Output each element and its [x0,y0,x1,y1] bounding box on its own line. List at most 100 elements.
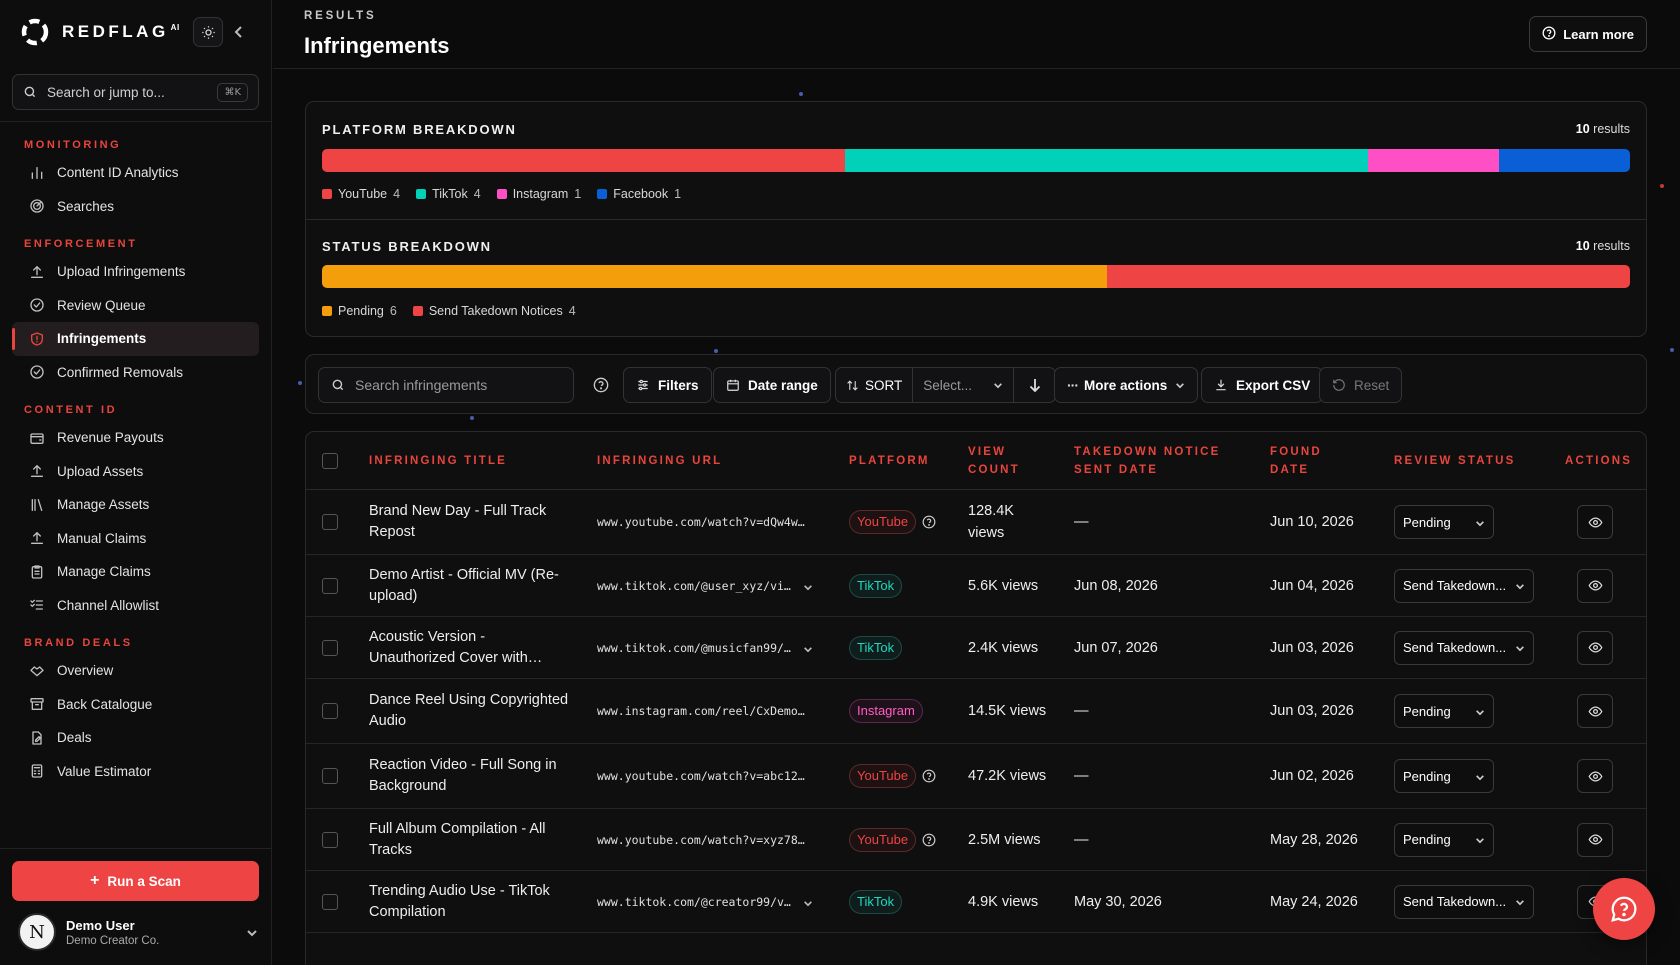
row-checkbox[interactable] [322,514,338,530]
sidebar-item-revenue-payouts[interactable]: Revenue Payouts [12,421,259,455]
sidebar-item-back-catalogue[interactable]: Back Catalogue [12,688,259,722]
table-row[interactable]: Acoustic Version - Unauthorized Cover wi… [306,617,1646,679]
review-status-select[interactable]: Send Takedown... [1394,884,1534,919]
chevron-left-icon [234,26,242,38]
support-chat-button[interactable] [1593,878,1655,940]
infringing-url[interactable]: www.youtube.com/watch?v=xyz78… [597,832,805,847]
column-header-title[interactable]: INFRINGING TITLE [369,455,508,467]
table-row[interactable]: Full Album Compilation - All Tracks www.y… [306,809,1646,871]
sidebar-nav: MONITORING Content ID Analytics Searches EN… [12,130,259,788]
view-details-button[interactable] [1577,505,1613,539]
sidebar-item-value-estimator[interactable]: Value Estimator [12,755,259,789]
date-range-button[interactable]: Date range [713,367,831,403]
search-infringements-field[interactable] [318,367,574,403]
column-header-found-date[interactable]: FOUND DATE [1270,446,1322,476]
sidebar-item-manual-claims[interactable]: Manual Claims [12,522,259,556]
sort-direction-button[interactable] [1014,368,1055,402]
sort-select[interactable]: Select... [913,368,1015,402]
row-checkbox[interactable] [322,893,338,910]
brand[interactable]: REDFLAG AI [20,16,180,48]
sidebar-item-overview[interactable]: Overview [12,654,259,688]
sidebar-item-content-id-analytics[interactable]: Content ID Analytics [12,156,259,190]
more-actions-button[interactable]: ··· More actions [1054,367,1199,403]
sidebar-item-confirmed-removals[interactable]: Confirmed Removals [12,356,259,390]
help-circle-icon[interactable] [922,833,936,847]
row-checkbox[interactable] [322,639,338,656]
learn-more-button[interactable]: Learn more [1529,16,1647,52]
found-date: Jun 02, 2026 [1270,768,1354,784]
infringing-url[interactable]: www.youtube.com/watch?v=abc12… [597,769,805,783]
status-cell: Pending [1394,490,1494,554]
infringing-url[interactable]: www.youtube.com/watch?v=dQw4w… [597,515,805,529]
column-header-review-status[interactable]: REVIEW STATUS [1394,455,1516,467]
sidebar-item-deals[interactable]: Deals [12,721,259,755]
found-cell: May 28, 2026 [1270,809,1358,870]
reset-button[interactable]: Reset [1319,367,1403,403]
column-header-takedown-date[interactable]: TAKEDOWN NOTICE SENT DATE [1074,446,1221,476]
row-checkbox[interactable] [322,577,338,594]
review-status-select[interactable]: Pending [1394,505,1494,539]
select-all-checkbox[interactable] [322,452,338,469]
view-details-button[interactable] [1577,694,1613,728]
column-header-url[interactable]: INFRINGING URL [597,455,723,467]
infringing-url[interactable]: www.instagram.com/reel/CxDemo… [597,704,805,718]
review-status-select[interactable]: Pending [1394,822,1494,857]
sidebar-item-label: Manage Assets [57,497,150,513]
chevron-down-icon[interactable] [803,578,813,594]
sidebar-item-review-queue[interactable]: Review Queue [12,289,259,323]
sidebar-item-upload-assets[interactable]: Upload Assets [12,455,259,489]
platform-segment-facebook [1499,149,1630,172]
infringing-url[interactable]: www.tiktok.com/@creator99/v… [597,894,791,909]
search-help-button[interactable] [588,372,614,398]
column-header-view-count[interactable]: VIEW COUNT [968,446,1020,476]
platform-cell: Instagram [849,679,923,743]
chevron-down-icon[interactable] [803,894,813,910]
theme-toggle-button[interactable] [193,17,223,47]
help-circle-icon[interactable] [922,515,936,529]
table-row[interactable]: Dance Reel Using Copyrighted Audio www.in… [306,679,1646,744]
review-status-select[interactable]: Send Takedown... [1394,568,1534,603]
column-header-platform[interactable]: PLATFORM [849,455,930,467]
sidebar-item-manage-claims[interactable]: Manage Claims [12,555,259,589]
platform-legend-item: Instagram 1 [496,187,581,201]
legend-swatch [322,306,332,316]
export-csv-button[interactable]: Export CSV [1201,367,1324,403]
view-details-button[interactable] [1577,568,1613,603]
run-scan-button[interactable]: + Run a Scan [12,861,259,901]
view-details-button[interactable] [1577,759,1613,793]
view-details-button[interactable] [1577,822,1613,857]
help-circle-icon[interactable] [922,769,936,783]
review-status-select[interactable]: Send Takedown... [1394,630,1534,665]
status-cell: Pending [1394,744,1494,808]
sidebar-item-searches[interactable]: Searches [12,190,259,224]
chevron-down-icon [1475,769,1485,784]
chevron-down-icon [1475,832,1485,847]
infringing-title: Trending Audio Use - TikTok Compilation [369,882,550,920]
user-menu[interactable]: N Demo User Demo Creator Co. [18,910,258,954]
chevron-down-icon[interactable] [803,640,813,656]
table-row[interactable]: Demo Artist - Official MV (Re-upload) www… [306,555,1646,617]
infringing-url[interactable]: www.tiktok.com/@musicfan99/… [597,640,791,655]
table-row[interactable]: Trending Audio Use - TikTok Compilation w… [306,871,1646,933]
view-details-button[interactable] [1577,630,1613,665]
table-row[interactable]: Reaction Video - Full Song in Background… [306,744,1646,809]
search-infringements-input[interactable] [355,377,555,393]
library-icon [28,496,45,513]
review-status-select[interactable]: Pending [1394,759,1494,793]
row-checkbox[interactable] [322,703,338,719]
search-jump-input[interactable]: Search or jump to... ⌘K [12,74,259,110]
filters-button[interactable]: Filters [623,367,712,403]
row-checkbox[interactable] [322,831,338,848]
table-row[interactable]: Brand New Day - Full Track Repost www.you… [306,490,1646,555]
legend-label: YouTube [338,187,388,201]
chevron-down-icon [246,924,258,940]
infringing-url[interactable]: www.tiktok.com/@user_xyz/vi… [597,578,791,593]
sidebar-item-infringements[interactable]: Infringements [12,322,259,356]
sidebar-item-channel-allowlist[interactable]: Channel Allowlist [12,589,259,623]
sidebar-item-upload-infringements[interactable]: Upload Infringements [12,255,259,289]
collapse-sidebar-button[interactable] [232,20,246,44]
review-status-value: Pending [1403,768,1451,784]
row-checkbox[interactable] [322,768,338,784]
review-status-select[interactable]: Pending [1394,694,1494,728]
sidebar-item-manage-assets[interactable]: Manage Assets [12,488,259,522]
